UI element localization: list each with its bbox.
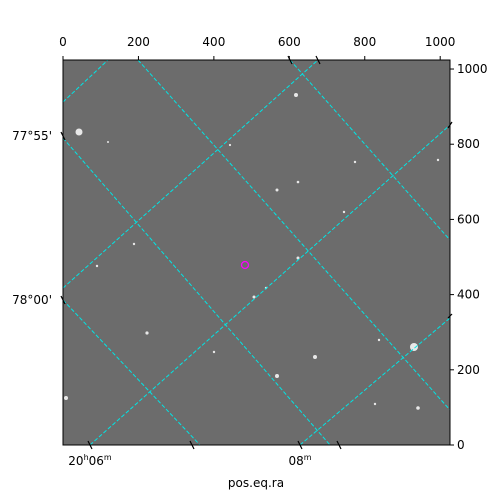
wcs-grid-line	[299, 317, 450, 445]
wcs-grid-line	[63, 60, 109, 103]
ra-tick-label: 08m	[288, 453, 311, 468]
star	[275, 188, 279, 192]
star	[95, 264, 99, 268]
dec-tick-label: 77°55'	[12, 129, 52, 143]
ra-part: 20	[68, 454, 83, 468]
y-tick-label: 200	[457, 363, 480, 377]
x-tick-label: 0	[59, 35, 67, 49]
ra-part: 08	[288, 454, 303, 468]
star	[252, 295, 256, 299]
target-marker	[240, 260, 250, 270]
star	[377, 338, 381, 342]
wcs-ticks	[60, 55, 453, 450]
star	[75, 128, 83, 136]
star	[275, 374, 279, 378]
star	[212, 350, 216, 354]
x-tick-label: 200	[127, 35, 150, 49]
ra-unit: m	[104, 453, 112, 462]
wcs-grid-line	[63, 299, 201, 445]
star	[436, 158, 440, 162]
dec-tick-label: 78°00'	[12, 293, 52, 307]
star	[107, 141, 109, 143]
wcs-grid-line	[137, 60, 450, 411]
y-tick-label: 800	[457, 137, 480, 151]
y-tick-label: 0	[457, 438, 465, 452]
axes-frame	[62, 59, 451, 446]
star	[64, 396, 68, 400]
y-tick-label: 600	[457, 212, 480, 226]
star	[145, 331, 149, 335]
ra-unit: m	[304, 453, 312, 462]
star	[228, 143, 232, 147]
x-axis-label: pos.eq.ra	[228, 476, 284, 490]
star	[353, 160, 357, 164]
star	[410, 343, 418, 351]
star	[342, 210, 346, 214]
star	[373, 402, 377, 406]
star	[296, 180, 300, 184]
ra-tick-label: 20h06m	[68, 453, 112, 468]
star	[416, 406, 420, 410]
wcs-grid-line	[289, 60, 450, 241]
star	[294, 93, 298, 97]
star	[132, 242, 136, 246]
wcs-grid-line	[63, 137, 331, 445]
y-tick-label: 1000	[457, 62, 488, 76]
x-tick-label: 600	[278, 35, 301, 49]
ra-unit: h	[84, 453, 89, 462]
wcs-grid-line	[63, 60, 319, 289]
x-tick-label: 400	[202, 35, 225, 49]
y-tick-label: 400	[457, 288, 480, 302]
sky-image	[63, 60, 450, 445]
star	[296, 256, 300, 260]
x-tick-label: 1000	[425, 35, 456, 49]
x-tick-label: 800	[353, 35, 376, 49]
ra-part: 06	[89, 454, 104, 468]
image-content	[63, 60, 450, 445]
star	[313, 355, 317, 359]
